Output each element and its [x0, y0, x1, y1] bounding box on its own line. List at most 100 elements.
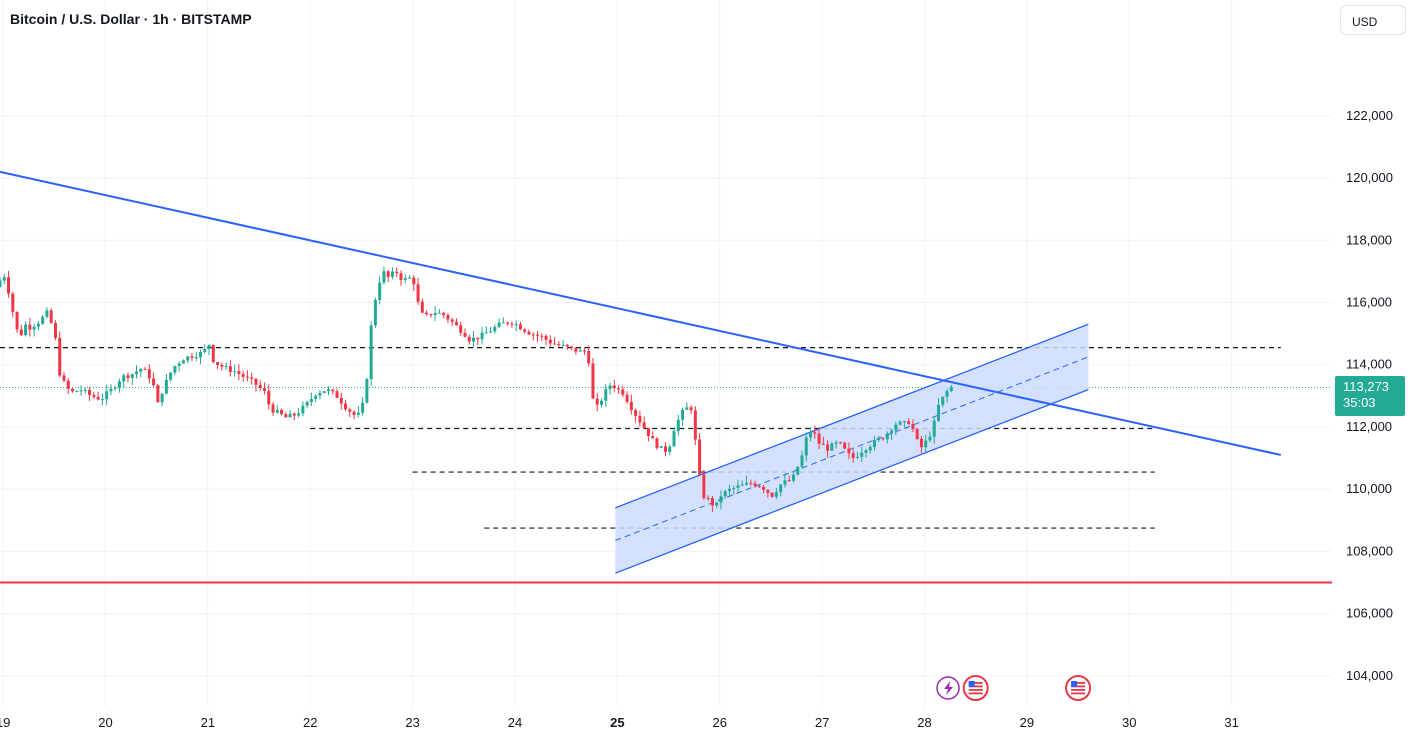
- candle-body: [693, 410, 697, 440]
- candle-body: [949, 386, 953, 392]
- candle-body: [676, 419, 680, 432]
- parallel-channel[interactable]: [615, 323, 1089, 574]
- y-axis[interactable]: 104,000 106,000 108,000 110,000 112,000 114,0…: [1346, 108, 1393, 683]
- candle-body: [245, 376, 249, 378]
- candle-body: [399, 273, 403, 280]
- candle-body: [527, 331, 531, 335]
- candle-body: [339, 397, 343, 404]
- candle-body: [885, 433, 889, 440]
- candle-body: [284, 414, 288, 418]
- candle-body: [757, 486, 761, 488]
- candle-body: [49, 310, 53, 323]
- candle-body: [915, 429, 919, 439]
- candle-body: [271, 404, 275, 413]
- candle-body: [92, 395, 96, 397]
- candle-body: [565, 344, 569, 347]
- candle-body: [864, 450, 868, 453]
- x-tick-label: 30: [1122, 715, 1136, 730]
- y-tick-label: 104,000: [1346, 668, 1393, 683]
- candle-body: [710, 498, 714, 506]
- candle-body: [595, 398, 599, 405]
- candle-body: [578, 350, 582, 352]
- candle-body: [331, 389, 335, 392]
- descending-trendline: [0, 170, 1282, 456]
- candle-body: [791, 474, 795, 481]
- candle-body: [169, 372, 173, 380]
- candle-body: [830, 443, 834, 451]
- candle-body: [702, 474, 706, 498]
- candle-body: [770, 492, 774, 497]
- us-flag-icon-canton: [968, 681, 975, 687]
- candle-body: [19, 329, 23, 336]
- candle-body: [224, 366, 228, 368]
- candle-body: [540, 335, 544, 337]
- candle-body: [736, 485, 740, 488]
- us-flag-icon-ring: [962, 675, 989, 701]
- candle-body: [344, 403, 348, 410]
- candle-body: [305, 401, 309, 406]
- candle-body: [262, 388, 266, 391]
- candle-body: [83, 389, 87, 391]
- candle-body: [668, 446, 672, 452]
- candle-body: [809, 432, 813, 438]
- candle-body: [518, 324, 522, 330]
- candle-body: [220, 364, 224, 367]
- us-flag-icon-stripe: [968, 685, 983, 688]
- candle-body: [890, 430, 894, 434]
- candle-body: [237, 371, 241, 374]
- candle-body: [24, 324, 28, 336]
- candle-body: [484, 332, 488, 334]
- candle-body: [416, 284, 420, 302]
- candle-body: [156, 385, 160, 403]
- candle-body: [216, 362, 220, 365]
- event-markers[interactable]: [936, 675, 1092, 701]
- candle-body: [911, 423, 915, 430]
- candle-body: [612, 385, 616, 389]
- candle-body: [100, 399, 104, 401]
- candle-body: [160, 393, 164, 403]
- candle-body: [749, 482, 753, 484]
- candle-body: [15, 311, 19, 330]
- candle-body: [467, 336, 471, 342]
- candle-body: [480, 332, 484, 340]
- us-flag-icon-stripe: [968, 689, 983, 691]
- candle-body: [412, 277, 416, 285]
- candle-body: [604, 389, 608, 401]
- candle-body: [561, 344, 565, 346]
- candle-body: [663, 446, 667, 452]
- candle-body: [531, 334, 535, 336]
- candle-body: [489, 331, 493, 333]
- candle-body: [582, 350, 586, 352]
- candle-body: [715, 502, 719, 506]
- last-price-badge: 113,273 35:03: [1335, 376, 1405, 416]
- candle-body: [855, 456, 859, 458]
- candle-body: [386, 271, 390, 277]
- trendline[interactable]: [0, 170, 1282, 456]
- candle-body: [570, 346, 574, 348]
- candle-body: [280, 409, 284, 415]
- candle-body: [501, 322, 505, 324]
- candle-body: [557, 344, 561, 346]
- candle-body: [437, 312, 441, 314]
- candle-body: [783, 480, 787, 485]
- candle-body: [510, 323, 514, 325]
- candle-body: [297, 413, 301, 416]
- candle-body: [198, 351, 202, 358]
- candle-body: [420, 301, 424, 313]
- candle-body: [642, 422, 646, 429]
- x-axis[interactable]: 19 20 21 22 23 24 25 26 27 28 29 30 31: [0, 715, 1239, 730]
- y-tick-label: 120,000: [1346, 170, 1393, 185]
- candle-body: [843, 442, 847, 449]
- x-tick-label: 28: [917, 715, 931, 730]
- currency-button[interactable]: USD: [1340, 5, 1406, 35]
- candle-body: [2, 277, 6, 281]
- candle-body: [523, 329, 527, 332]
- candle-body: [250, 377, 254, 379]
- candle-body: [79, 390, 83, 392]
- candle-body: [902, 421, 906, 423]
- candle-body: [937, 404, 941, 421]
- candle-body: [553, 343, 557, 345]
- candle-body: [75, 391, 79, 393]
- candle-body: [356, 412, 360, 415]
